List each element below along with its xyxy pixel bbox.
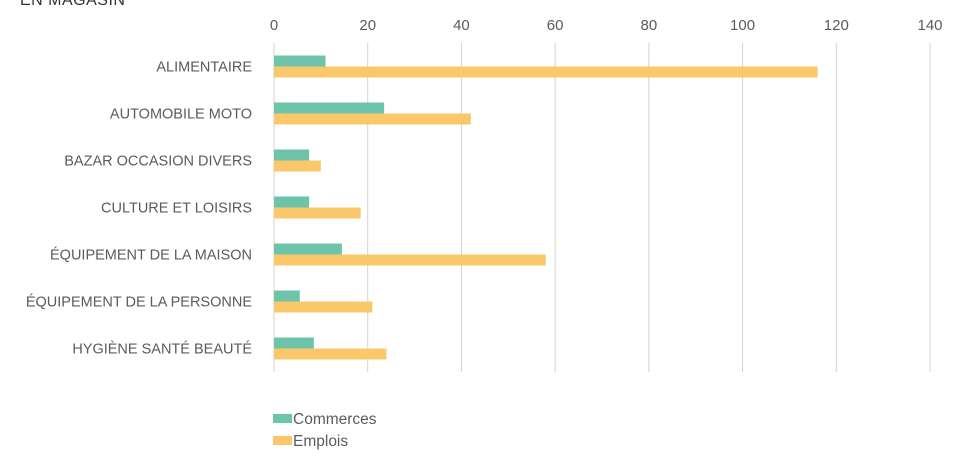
x-tick-label: 20 — [359, 17, 376, 34]
x-tick-label: 80 — [641, 17, 658, 34]
bar-commerces — [274, 243, 342, 255]
legend: Commerces Emplois — [273, 411, 377, 450]
x-tick-label: 0 — [270, 17, 278, 34]
category-label: ALIMENTAIRE — [156, 60, 252, 76]
bars — [274, 55, 818, 360]
chart-title-partial: EN MAGASIN — [20, 0, 126, 9]
bar-commerces — [274, 102, 385, 114]
x-tick-label: 60 — [547, 17, 564, 34]
x-tick-label: 100 — [730, 17, 755, 34]
bar-emplois — [274, 113, 471, 125]
legend-label: Emplois — [293, 433, 348, 450]
category-labels: ALIMENTAIRE AUTOMOBILE MOTO BAZAR OCCASION… — [26, 60, 252, 358]
x-axis-ticks: 0 20 40 60 80 100 120 140 — [270, 17, 943, 34]
bar-commerces — [274, 55, 326, 67]
x-tick-label: 120 — [824, 17, 849, 34]
bar-emplois — [274, 301, 373, 313]
bar-emplois — [274, 66, 818, 78]
category-label: CULTURE ET LOISIRS — [101, 201, 252, 217]
bar-commerces — [274, 149, 310, 161]
bar-emplois — [274, 254, 546, 266]
x-tick-label: 140 — [917, 17, 942, 34]
bar-emplois — [274, 348, 387, 360]
category-label: BAZAR OCCASION DIVERS — [64, 154, 252, 170]
legend-swatch — [273, 436, 292, 445]
bar-commerces — [274, 290, 300, 302]
legend-label: Commerces — [293, 411, 377, 428]
category-label: HYGIÈNE SANTÉ BEAUTÉ — [72, 341, 252, 358]
category-label: ÉQUIPEMENT DE LA MAISON — [50, 247, 252, 264]
legend-swatch — [273, 414, 292, 423]
category-label: ÉQUIPEMENT DE LA PERSONNE — [26, 294, 252, 311]
bar-commerces — [274, 196, 310, 208]
bar-emplois — [274, 160, 321, 172]
grid-layer — [273, 43, 931, 372]
bar-commerces — [274, 337, 314, 349]
category-label: AUTOMOBILE MOTO — [110, 107, 252, 123]
bar-emplois — [274, 207, 361, 219]
x-tick-label: 40 — [453, 17, 470, 34]
